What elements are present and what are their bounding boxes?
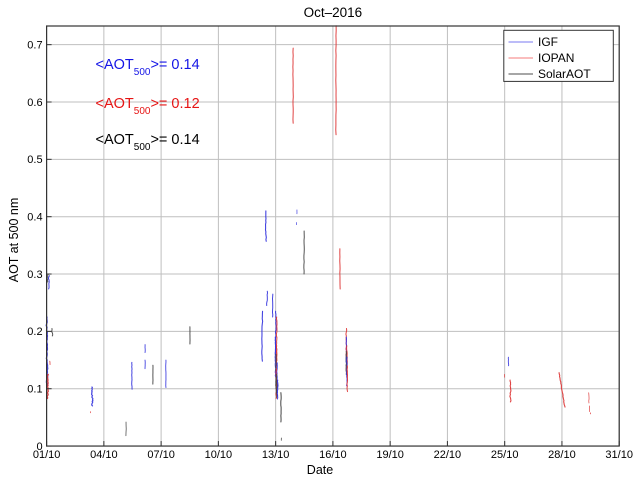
svg-text:07/10: 07/10 [147, 449, 175, 461]
svg-text:28/10: 28/10 [548, 449, 576, 461]
svg-text:04/10: 04/10 [90, 449, 118, 461]
svg-text:13/10: 13/10 [262, 449, 290, 461]
svg-text:IGF: IGF [538, 35, 558, 49]
svg-text:SolarAOT: SolarAOT [538, 67, 591, 81]
svg-text:IOPAN: IOPAN [538, 51, 574, 65]
svg-text:22/10: 22/10 [434, 449, 462, 461]
svg-text:0.5: 0.5 [27, 154, 42, 166]
svg-text:0.3: 0.3 [27, 269, 42, 281]
svg-text:10/10: 10/10 [205, 449, 233, 461]
svg-text:0.7: 0.7 [27, 40, 42, 52]
svg-text:0.2: 0.2 [27, 326, 42, 338]
svg-text:0.6: 0.6 [27, 97, 42, 109]
svg-text:0.1: 0.1 [27, 384, 42, 396]
svg-text:31/10: 31/10 [605, 449, 633, 461]
svg-text:01/10: 01/10 [33, 449, 61, 461]
svg-text:19/10: 19/10 [376, 449, 404, 461]
svg-text:0.4: 0.4 [27, 212, 42, 224]
svg-text:25/10: 25/10 [491, 449, 519, 461]
svg-text:16/10: 16/10 [319, 449, 347, 461]
